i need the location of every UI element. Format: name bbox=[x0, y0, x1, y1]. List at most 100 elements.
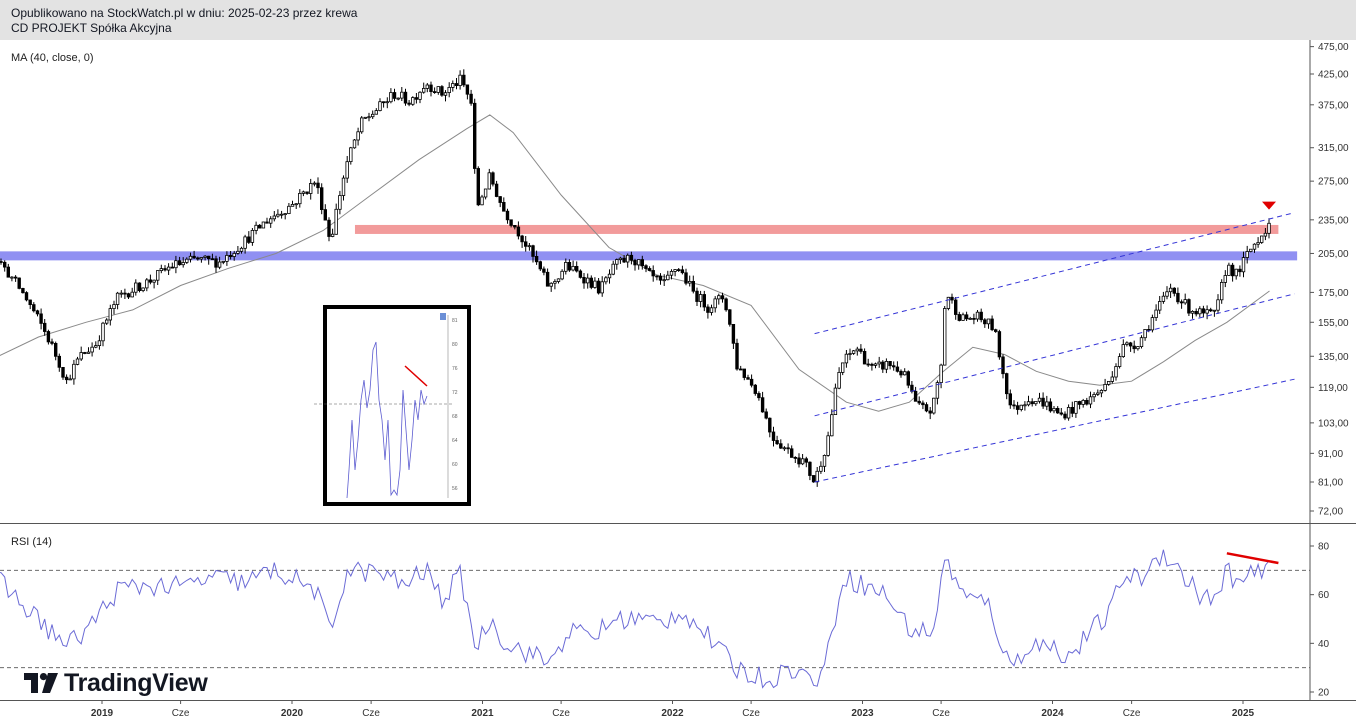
candle-body bbox=[1201, 308, 1206, 314]
candle-body bbox=[556, 278, 561, 282]
candle-body bbox=[640, 259, 644, 267]
candle-body bbox=[997, 331, 1002, 358]
candle-body bbox=[622, 257, 626, 263]
candle-body bbox=[0, 261, 3, 263]
candle-body bbox=[90, 346, 94, 353]
candle-body bbox=[272, 215, 276, 220]
candle-body bbox=[582, 276, 586, 284]
inset-axis: 81 80 76 72 68 64 60 56 bbox=[452, 318, 458, 492]
price-axis[interactable]: 475,00 425,00 375,00 315,00 275,00 235,00 205,… bbox=[1310, 42, 1349, 518]
candle-body bbox=[447, 87, 451, 94]
candle-body bbox=[502, 201, 506, 212]
candle-body bbox=[746, 377, 750, 380]
time-tick-label: Cze bbox=[362, 708, 380, 719]
candle-body bbox=[170, 266, 174, 269]
candle-body bbox=[469, 93, 473, 104]
candle-body bbox=[771, 431, 776, 441]
candle-body bbox=[549, 282, 553, 287]
candle-body bbox=[1223, 275, 1227, 283]
candle-body bbox=[735, 342, 739, 370]
candle-body bbox=[553, 281, 557, 284]
candle-body bbox=[1117, 356, 1122, 367]
candle-body bbox=[1220, 281, 1224, 301]
candle-body bbox=[1260, 235, 1264, 243]
candle-body bbox=[669, 270, 674, 276]
candle-body bbox=[163, 268, 167, 271]
tradingview-logo[interactable]: TradingView bbox=[24, 668, 208, 698]
time-tick-label: 2019 bbox=[91, 708, 114, 719]
candle-body bbox=[1074, 401, 1078, 414]
publication-info: Opublikowano na StockWatch.pl w dniu: 20… bbox=[11, 6, 358, 20]
candle-body bbox=[370, 113, 375, 118]
candle-body bbox=[374, 110, 378, 115]
candle-body bbox=[126, 293, 131, 298]
candle-body bbox=[1238, 268, 1242, 273]
signal-marker-layer bbox=[1262, 201, 1277, 210]
candle-body bbox=[862, 350, 867, 365]
candle-body bbox=[1154, 309, 1158, 319]
candle-body bbox=[1121, 344, 1125, 358]
candle-body bbox=[775, 440, 779, 445]
time-tick-label: 2025 bbox=[1232, 708, 1255, 719]
candle-body bbox=[429, 84, 433, 92]
candle-body bbox=[254, 224, 258, 231]
candle-body bbox=[600, 281, 604, 294]
moving-average-line bbox=[0, 114, 1270, 412]
candle-body bbox=[702, 294, 706, 308]
time-tick-label: Cze bbox=[552, 708, 570, 719]
support-zone bbox=[0, 251, 1298, 261]
rsi-pane bbox=[0, 549, 1310, 689]
candle-body bbox=[629, 254, 634, 261]
candle-body bbox=[101, 322, 105, 342]
candle-body bbox=[440, 86, 444, 96]
candle-body bbox=[61, 366, 65, 378]
candle-body bbox=[797, 457, 801, 465]
candle-body bbox=[1048, 401, 1053, 412]
candle-body bbox=[892, 365, 896, 368]
candle-body bbox=[341, 177, 346, 196]
candle-body bbox=[316, 182, 320, 189]
candle-body bbox=[181, 262, 185, 266]
candle-body bbox=[611, 263, 615, 275]
candle-body bbox=[647, 268, 652, 271]
candle-body bbox=[1005, 373, 1009, 395]
candle-body bbox=[1249, 248, 1253, 252]
candle-body bbox=[1139, 337, 1144, 348]
candle-body bbox=[881, 361, 885, 370]
candle-body bbox=[571, 265, 575, 271]
candle-body bbox=[1041, 397, 1045, 407]
candle-body bbox=[1183, 299, 1187, 304]
candles-layer bbox=[0, 69, 1271, 487]
candle-body bbox=[1001, 356, 1005, 375]
candle-body bbox=[64, 376, 69, 381]
price-tick-label: 425,00 bbox=[1318, 70, 1349, 81]
candle-body bbox=[658, 275, 663, 281]
time-tick-label: Cze bbox=[172, 708, 190, 719]
price-tick-label: 81,00 bbox=[1318, 478, 1343, 489]
candle-body bbox=[928, 410, 932, 414]
candle-body bbox=[618, 257, 623, 261]
candle-body bbox=[491, 172, 495, 185]
candle-body bbox=[1077, 401, 1082, 405]
candle-body bbox=[462, 74, 466, 86]
candle-body bbox=[906, 371, 910, 386]
candle-body bbox=[1194, 310, 1198, 315]
candle-body bbox=[779, 443, 783, 449]
candle-body bbox=[308, 183, 313, 194]
candle-body bbox=[301, 191, 306, 194]
rsi-label: RSI (14) bbox=[11, 536, 52, 548]
candle-body bbox=[870, 363, 874, 366]
candle-body bbox=[236, 250, 240, 254]
time-tick-label: 2022 bbox=[661, 708, 684, 719]
inset-rsi-snapshot: 81 80 76 72 68 64 60 56 bbox=[314, 305, 471, 506]
candle-body bbox=[1158, 301, 1162, 311]
time-axis[interactable]: 2019 Cze 2020 Cze 2021 Cze 2022 Cze 2023 Cze 2024 C… bbox=[91, 700, 1255, 719]
candle-body bbox=[1187, 299, 1191, 314]
candle-body bbox=[877, 361, 881, 365]
inset-tick-label: 76 bbox=[452, 366, 458, 372]
candle-body bbox=[75, 358, 80, 365]
tradingview-wordmark: TradingView bbox=[64, 668, 208, 697]
candle-body bbox=[800, 458, 805, 465]
candle-body bbox=[97, 340, 102, 346]
